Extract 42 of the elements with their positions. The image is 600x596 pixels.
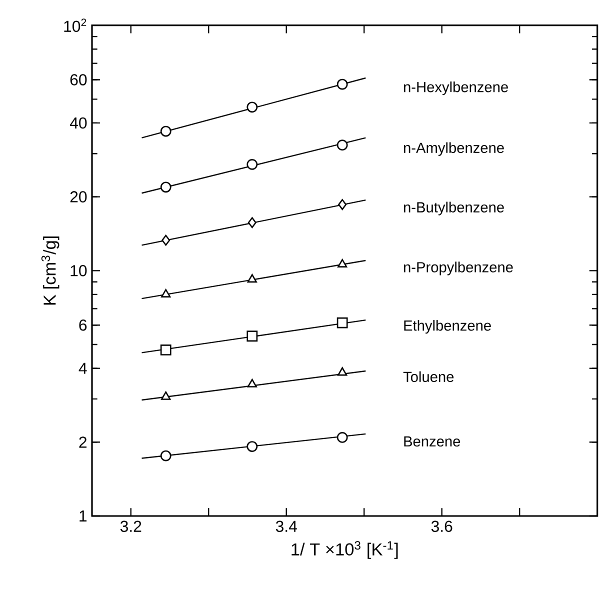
y-tick-label: 40 xyxy=(70,117,87,129)
point xyxy=(246,330,258,342)
y-tick-label: 60 xyxy=(70,74,87,86)
point xyxy=(161,288,171,298)
point xyxy=(246,102,258,113)
point xyxy=(161,391,171,400)
point xyxy=(336,140,348,151)
y-tick-label: 6 xyxy=(79,319,87,331)
text: n-Amylbenzene xyxy=(404,142,504,156)
x-axis-title: 1/ T ×10$^{3}$ [K$^{-1}$] xyxy=(292,541,398,559)
text: Benzene xyxy=(404,436,460,447)
x-tick-label: 3.4 xyxy=(276,520,297,532)
point xyxy=(247,274,257,283)
point xyxy=(246,441,258,452)
y-tick-label: 10$^{2}$ xyxy=(64,18,86,32)
point xyxy=(336,317,348,328)
text: n-Propylbenzene xyxy=(404,262,513,276)
text: n-Butylbenzene xyxy=(404,202,504,216)
point xyxy=(336,432,348,443)
y-tick-label: 20 xyxy=(70,191,87,202)
point xyxy=(336,78,348,90)
point xyxy=(338,199,347,210)
text: Toluene xyxy=(403,371,454,382)
y-tick-label: 4 xyxy=(78,362,87,374)
y-tick-label: 2 xyxy=(79,436,87,448)
y-axis-title: K [cm$^{3}$/g] xyxy=(41,236,60,305)
point xyxy=(160,182,172,193)
point xyxy=(246,158,258,170)
point xyxy=(338,367,348,376)
point xyxy=(160,126,172,137)
x-tick-label: 3.6 xyxy=(431,520,452,532)
point xyxy=(162,234,170,246)
x-tick-label: 3.2 xyxy=(120,520,142,532)
point xyxy=(338,259,348,268)
point xyxy=(248,217,256,228)
text: n-Hexylbenzene xyxy=(404,81,508,96)
point xyxy=(160,450,172,462)
text: Ethylbenzene xyxy=(404,320,491,334)
point xyxy=(160,344,172,356)
point xyxy=(247,378,257,388)
y-tick-label: 10 xyxy=(70,265,87,276)
y-tick-label: 1 xyxy=(80,510,87,522)
